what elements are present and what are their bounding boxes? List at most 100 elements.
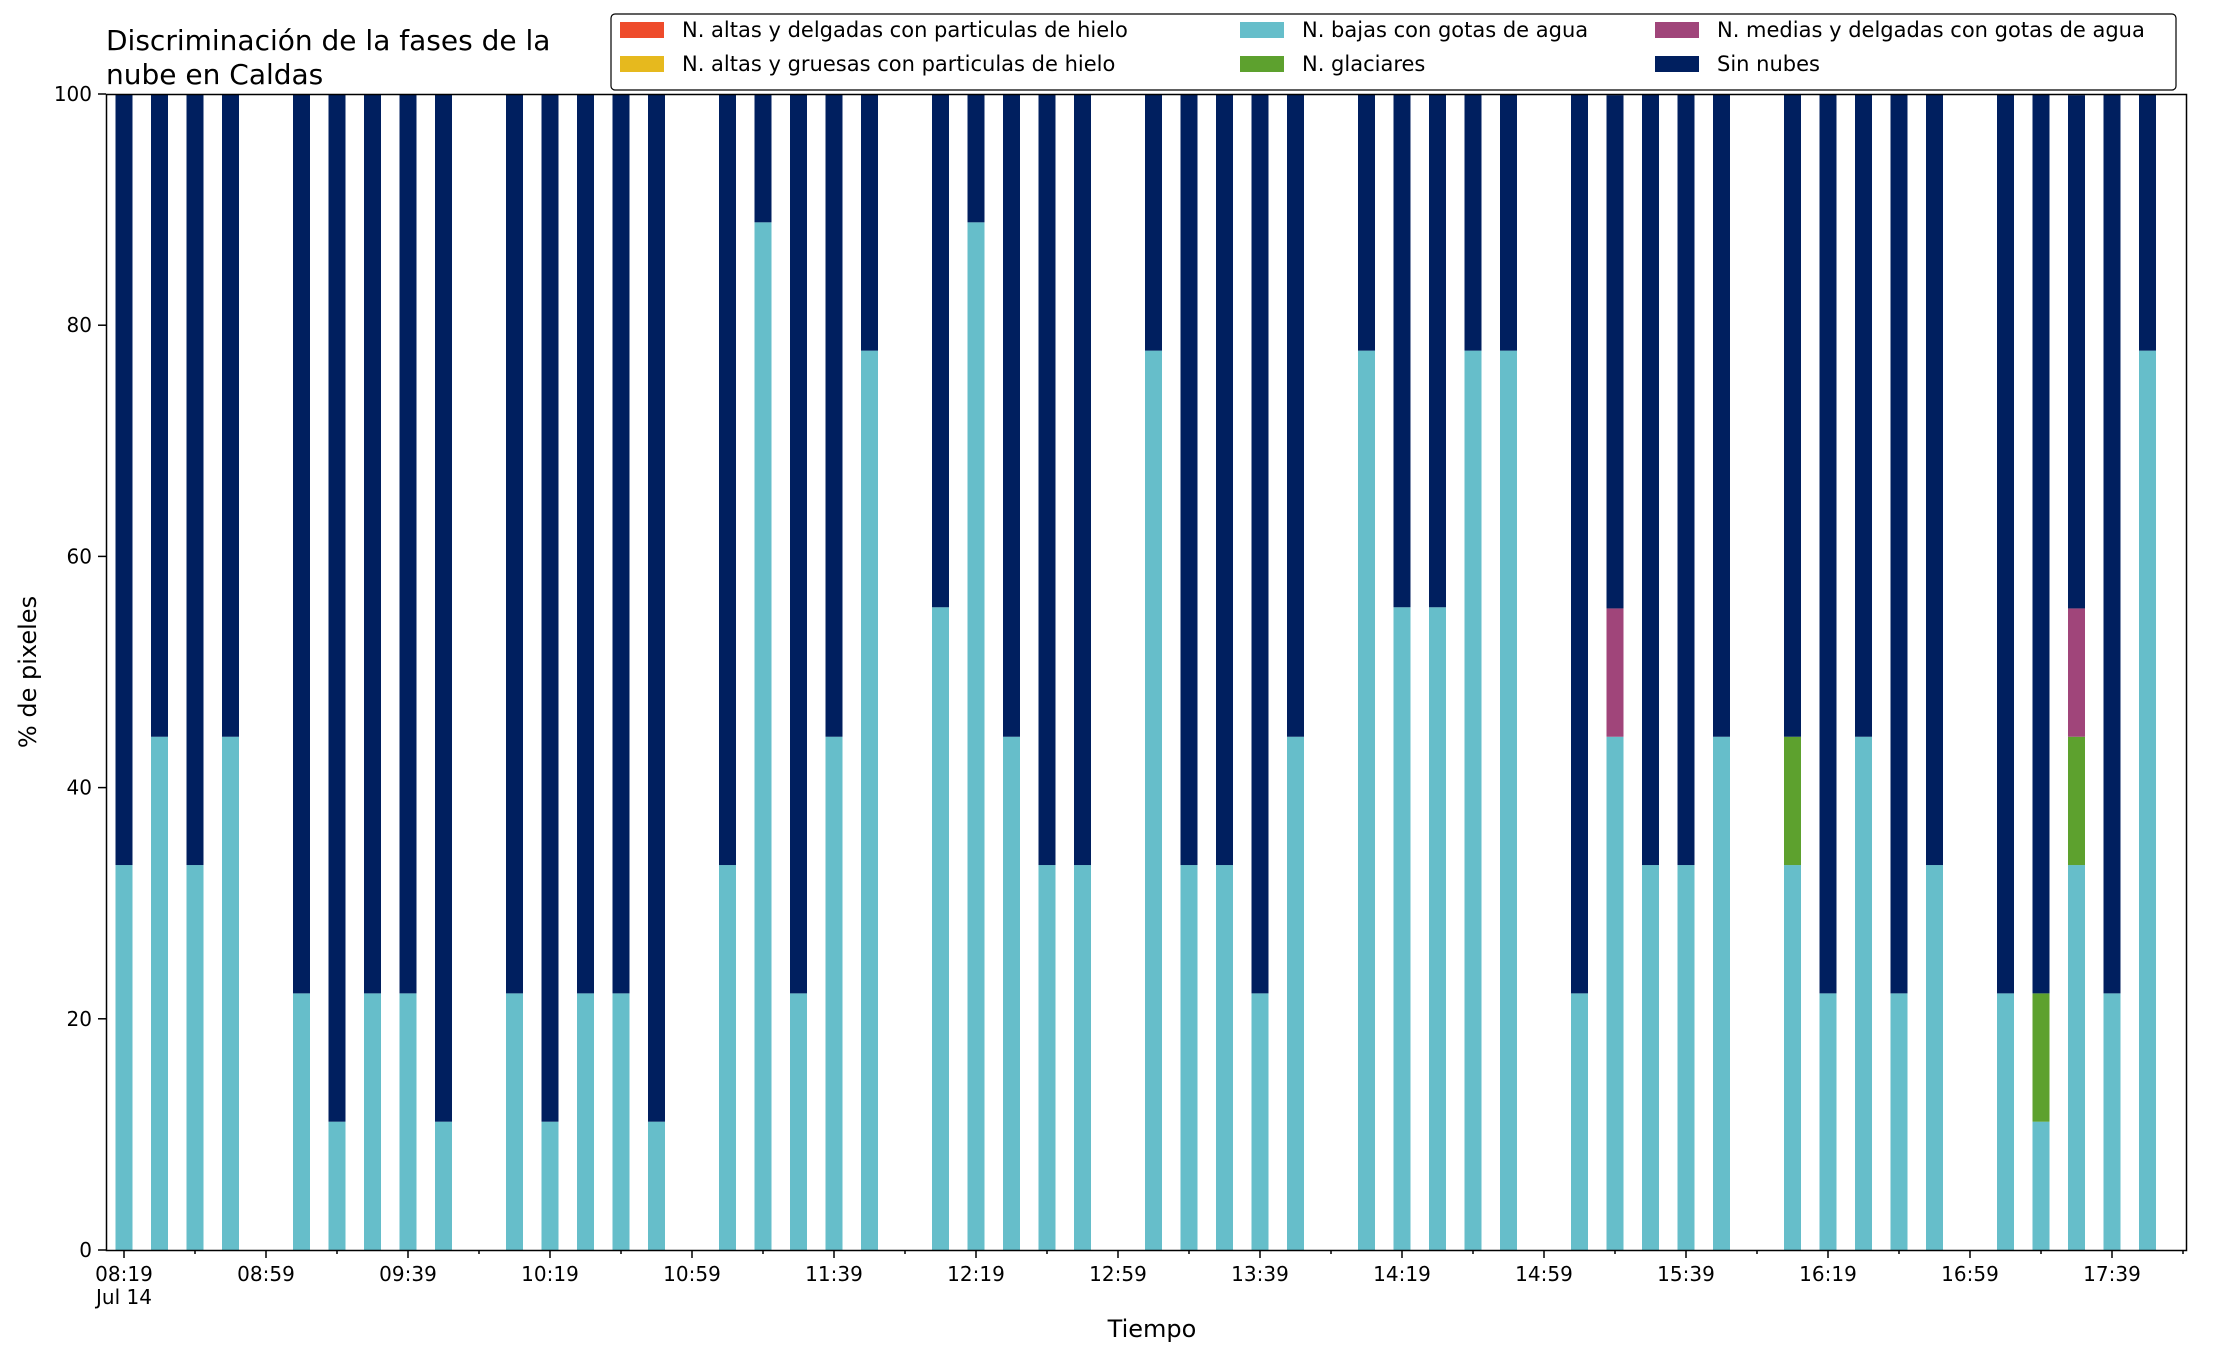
bar-segment-0849-s2 xyxy=(222,736,239,1250)
y-axis-label: % de pixeles xyxy=(14,596,42,748)
bar-segment-1349-s5 xyxy=(1287,94,1304,737)
x-tick-label-1659: 16:59 xyxy=(1941,1262,1999,1286)
bar-segment-1629-s2 xyxy=(1855,736,1872,1250)
y-tick-label-40: 40 xyxy=(67,776,92,800)
bar-segment-1529-s5 xyxy=(1642,94,1659,866)
legend-label-3: N. glaciares xyxy=(1302,52,1425,76)
bar-segment-0949-s2 xyxy=(435,1121,452,1250)
bar-segment-1329-s5 xyxy=(1216,94,1233,866)
bar-segment-1219-s5 xyxy=(967,94,985,223)
bar-segment-1339-s5 xyxy=(1251,94,1269,994)
legend-swatch-2 xyxy=(1240,22,1284,38)
chart-title-line-1: Discriminación de la fases de la xyxy=(106,24,550,57)
bar-segment-1719-s5 xyxy=(2032,94,2050,994)
bar-segment-1739-s2 xyxy=(2103,993,2121,1250)
bar-segment-1549-s5 xyxy=(1713,94,1730,737)
bar-segment-0849-s5 xyxy=(222,94,239,737)
bar-segment-1719-s3 xyxy=(2032,993,2050,1122)
bar-segment-1139-s2 xyxy=(825,736,843,1250)
bar-segment-0839-s5 xyxy=(186,94,204,866)
bar-segment-0819-s2 xyxy=(115,865,133,1250)
bar-segment-0939-s5 xyxy=(399,94,417,994)
x-tick-label-0859: 08:59 xyxy=(237,1262,295,1286)
bar-segment-1739-s5 xyxy=(2103,94,2121,994)
y-tick-label-20: 20 xyxy=(67,1007,92,1031)
x-tick-label-0939: 09:39 xyxy=(379,1262,437,1286)
x-tick-label-1139: 11:39 xyxy=(805,1262,863,1286)
bar-segment-1019-s2 xyxy=(541,1121,559,1250)
x-tick-sublabel: Jul 14 xyxy=(94,1285,152,1309)
bar-segment-1419-s5 xyxy=(1393,94,1411,608)
bar-segment-1609-s2 xyxy=(1784,865,1801,1250)
bar-segment-1149-s2 xyxy=(861,350,878,1250)
bar-segment-1349-s2 xyxy=(1287,736,1304,1250)
bar-segment-1649-s5 xyxy=(1926,94,1943,866)
bar-segment-1649-s2 xyxy=(1926,865,1943,1250)
bar-segment-1329-s2 xyxy=(1216,865,1233,1250)
x-tick-label-1219: 12:19 xyxy=(947,1262,1005,1286)
bar-segment-1209-s2 xyxy=(932,607,949,1250)
y-axis: 0 20 40 60 80 100 xyxy=(54,82,106,1262)
bar-segment-1139-s5 xyxy=(825,94,843,737)
y-tick-label-0: 0 xyxy=(79,1238,92,1262)
bar-segment-1119-s5 xyxy=(754,94,772,223)
x-tick-label-1459: 14:59 xyxy=(1515,1262,1573,1286)
bar-segment-1249-s2 xyxy=(1074,865,1091,1250)
bar-segment-0909-s5 xyxy=(293,94,310,994)
bar-segment-1109-s2 xyxy=(719,865,736,1250)
x-axis: 08:19 08:59 09:39 10:19 10:59 11:39 12:19 12:59… xyxy=(94,1250,2184,1309)
bar-segment-1029-s5 xyxy=(577,94,594,994)
bar-segment-1709-s5 xyxy=(1997,94,2014,994)
bar-segment-1429-s2 xyxy=(1429,607,1446,1250)
bar-segment-1319-s2 xyxy=(1180,865,1198,1250)
bar-segment-1319-s5 xyxy=(1180,94,1198,866)
bar-segment-0929-s2 xyxy=(364,993,381,1250)
y-tick-label-100: 100 xyxy=(54,82,92,106)
bar-segment-1629-s5 xyxy=(1855,94,1872,737)
bar-segment-1119-s2 xyxy=(754,222,772,1250)
bar-segment-1719-s2 xyxy=(2032,1121,2050,1250)
bar-segment-0829-s2 xyxy=(151,736,168,1250)
x-tick-label-1259: 12:59 xyxy=(1089,1262,1147,1286)
bar-segment-1309-s2 xyxy=(1145,350,1162,1250)
legend-swatch-4 xyxy=(1655,22,1699,38)
bar-segment-1049-s5 xyxy=(648,94,665,1122)
bar-segment-1219-s2 xyxy=(967,222,985,1250)
y-tick-label-60: 60 xyxy=(67,544,92,568)
bar-segment-1619-s2 xyxy=(1819,993,1837,1250)
x-tick-label-1339: 13:39 xyxy=(1231,1262,1289,1286)
bar-segment-1609-s3 xyxy=(1784,736,1801,866)
legend-swatch-3 xyxy=(1240,56,1284,72)
bar-segment-1529-s2 xyxy=(1642,865,1659,1250)
bar-segment-0909-s2 xyxy=(293,993,310,1250)
bar-segment-1749-s5 xyxy=(2139,94,2156,351)
bar-segment-1729-s4 xyxy=(2068,608,2085,737)
x-tick-label-1539: 15:39 xyxy=(1657,1262,1715,1286)
bar-segment-1039-s2 xyxy=(612,993,630,1250)
x-axis-label: Tiempo xyxy=(1107,1315,1197,1343)
legend-label-4: N. medias y delgadas con gotas de agua xyxy=(1717,18,2145,42)
bar-segment-1439-s5 xyxy=(1464,94,1482,351)
x-tick-label-1419: 14:19 xyxy=(1373,1262,1431,1286)
bar-segment-0939-s2 xyxy=(399,993,417,1250)
bar-segment-1339-s2 xyxy=(1251,993,1269,1250)
bar-segment-1409-s2 xyxy=(1358,350,1375,1250)
bar-segment-1519-s4 xyxy=(1606,608,1624,737)
bar-segment-1509-s2 xyxy=(1571,993,1588,1250)
bar-segment-1729-s5 xyxy=(2068,95,2085,609)
bar-segment-1449-s5 xyxy=(1500,94,1517,351)
legend-swatch-0 xyxy=(620,22,664,38)
bar-segment-1249-s5 xyxy=(1074,94,1091,866)
bar-segment-0929-s5 xyxy=(364,94,381,994)
bar-segment-1129-s2 xyxy=(790,993,807,1250)
bar-segment-0919-s2 xyxy=(328,1121,346,1250)
bar-segment-0919-s5 xyxy=(328,94,346,1122)
bar-segment-1639-s5 xyxy=(1890,94,1908,994)
x-tick-label-1739: 17:39 xyxy=(2083,1262,2141,1286)
bar-segment-1729-s3 xyxy=(2068,736,2085,866)
bar-segment-0819-s5 xyxy=(115,94,133,866)
bar-segment-1749-s2 xyxy=(2139,350,2156,1250)
bar-segment-0949-s5 xyxy=(435,94,452,1122)
bar-segment-1029-s2 xyxy=(577,993,594,1250)
